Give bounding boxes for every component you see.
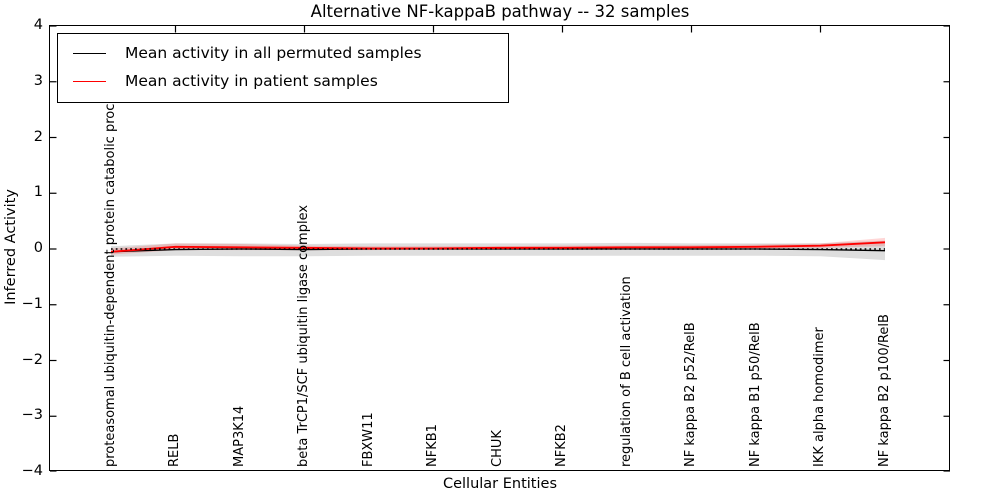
x-tick-label: NFKB1 <box>425 424 440 467</box>
x-tick-label: CHUK <box>489 430 505 467</box>
permuted-std-band <box>111 240 885 261</box>
legend-label-patient: Mean activity in patient samples <box>125 72 378 90</box>
y-tick-label: −2 <box>21 351 43 368</box>
x-tick-label: NF kappa B2 p100/RelB <box>876 314 892 467</box>
y-tick-label: 4 <box>33 17 43 33</box>
plot-canvas <box>50 26 950 472</box>
x-axis-label: Cellular Entities <box>442 476 558 492</box>
y-tick-label: −3 <box>21 407 43 424</box>
y-tick-label: 0 <box>33 240 43 256</box>
permuted-line-swatch <box>73 52 106 54</box>
legend-label-permuted: Mean activity in all permuted samples <box>125 44 422 62</box>
chart-title: Alternative NF-kappaB pathway -- 32 samp… <box>310 2 690 21</box>
y-tick-label: 3 <box>33 72 43 89</box>
legend-entry-permuted: Mean activity in all permuted samples <box>58 39 508 67</box>
x-tick-label: regulation of B cell activation <box>618 276 634 467</box>
x-tick-label: FBXW11 <box>360 412 376 467</box>
y-tick-label: 1 <box>33 184 43 201</box>
patient-std-band <box>111 237 885 255</box>
x-tick-label: beta TrCP1/SCF ubiquitin ligase complex <box>296 204 311 467</box>
y-tick-label: 2 <box>33 128 43 145</box>
x-tick-label: NFKB2 <box>554 424 569 467</box>
legend: Mean activity in all permuted samples Me… <box>57 33 509 103</box>
x-tick-label: NF kappa B1 p50/RelB <box>747 322 763 467</box>
y-tick-label: −1 <box>21 295 43 312</box>
y-tick-label: −4 <box>21 463 43 479</box>
permuted-mean-line <box>110 248 886 253</box>
patient-mean-line <box>110 241 886 253</box>
x-tick-label: proteasomal ubiquitin-dependent protein … <box>102 82 118 467</box>
x-tick-label: IKK alpha homodimer <box>812 327 827 467</box>
x-tick-label: RELB <box>167 433 182 467</box>
x-tick-label: MAP3K14 <box>231 405 247 467</box>
patient-line-swatch <box>73 80 106 82</box>
x-tick-label: NF kappa B2 p52/RelB <box>683 322 698 467</box>
legend-entry-patient: Mean activity in patient samples <box>58 67 508 95</box>
